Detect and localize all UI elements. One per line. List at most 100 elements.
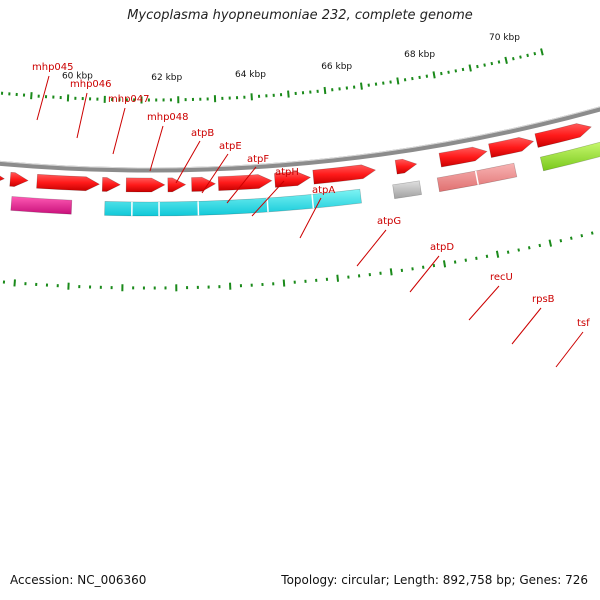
inner-scale-tick: [476, 64, 479, 69]
inner-scale-tick: [454, 69, 458, 73]
inner-scale-tick: [440, 71, 443, 76]
outer-scale-tick: [336, 274, 340, 282]
gene-arrow: [488, 137, 535, 158]
accession-text: Accession: NC_006360: [10, 573, 147, 587]
gene-leader-line: [201, 153, 229, 194]
kbp-label: 64 kbp: [235, 70, 266, 80]
gene-arrow: [394, 158, 418, 175]
inner-scale-tick: [526, 53, 529, 58]
gene-leader-line: [175, 140, 201, 184]
summary-text: Topology: circular; Length: 892,758 bp; …: [281, 573, 588, 587]
gene-arrow: [438, 146, 488, 168]
gene-label: recU: [490, 272, 513, 283]
inner-scale-tick: [461, 67, 465, 72]
inner-scale-tick: [287, 90, 290, 98]
inner-scale-tick: [512, 57, 515, 61]
inner-scale-tick: [490, 61, 494, 66]
feature-layer: [0, 123, 600, 217]
gene-leader-line: [511, 307, 542, 345]
inner-scale-tick: [425, 74, 429, 78]
gene-leader-line: [555, 331, 584, 368]
gene-arrow: [217, 174, 273, 191]
gene-leader-line: [409, 255, 440, 293]
inner-scale-tick: [30, 92, 33, 100]
outer-scale-tick: [464, 258, 468, 262]
gene-leader-line: [76, 92, 88, 139]
gene-label: mhp045: [32, 62, 74, 73]
kbp-label: 62 kbp: [151, 73, 182, 83]
gene-leader-line: [251, 180, 285, 217]
gene-magenta: [10, 196, 73, 215]
gene-cyan: [104, 188, 362, 217]
outer-scale-tick: [485, 254, 489, 258]
kbp-label: 70 kbp: [489, 33, 520, 43]
gene-label: tsf: [577, 318, 590, 329]
gene-arrow: [125, 177, 166, 193]
gene-label: atpH: [275, 167, 299, 178]
outer-scale-tick: [590, 231, 594, 235]
gene-label: mhp047: [108, 94, 150, 105]
inner-scale-tick: [519, 55, 522, 59]
inner-scale-tick: [396, 77, 400, 85]
gene-label: rpsB: [532, 294, 555, 305]
inner-scale-tick: [483, 63, 486, 67]
operon-divider: [266, 197, 269, 213]
outer-scale-tick: [442, 260, 447, 268]
backbone-highlight: [0, 106, 600, 169]
map-title: Mycoplasma hyopneumoniae 232, complete g…: [127, 8, 473, 23]
gene-arrow: [0, 175, 6, 181]
gene-leader-line: [356, 229, 387, 267]
inner-scale-tick: [540, 48, 544, 56]
gene-arrow: [101, 177, 121, 192]
gene-leader-line: [226, 166, 257, 204]
backbone-layer: [0, 106, 600, 173]
inner-scale-tick: [432, 71, 436, 79]
outer-scale-tick: [282, 279, 286, 287]
inner-scale-tick: [360, 82, 363, 90]
gene-label: atpE: [219, 141, 242, 152]
inner-scale-tick: [323, 86, 327, 95]
gene-leader-line: [149, 125, 164, 172]
kbp-label: 66 kbp: [321, 62, 352, 72]
gene-gray: [392, 180, 422, 200]
gene-arrow: [9, 171, 29, 187]
outer-scale-tick: [569, 236, 573, 240]
inner-scale-tick: [504, 56, 508, 65]
outer-scale-tick: [517, 248, 520, 252]
gene-label: atpF: [247, 154, 269, 165]
backbone-arc: [0, 106, 600, 173]
gene-label: atpD: [430, 242, 454, 253]
gene-arrow: [534, 123, 592, 148]
outer-scale-tick: [506, 250, 510, 254]
inner-scale-tick: [468, 64, 472, 72]
outer-scale-tick: [475, 256, 478, 260]
gene-arrow: [167, 177, 187, 193]
inner-scale-tick: [497, 60, 501, 64]
gene-label: mhp046: [70, 79, 112, 90]
gene-lime: [539, 141, 600, 172]
inner-scale-tick: [447, 70, 450, 74]
gene-arrow: [312, 164, 377, 185]
outer-scale-tick: [13, 279, 16, 287]
operon-divider: [311, 194, 315, 209]
operon-divider: [474, 170, 480, 185]
gene-label: atpA: [312, 185, 335, 196]
label-layer: 60 kbp 62 kbp 64 kbp 66 kbp 68 kbp 70 kbp mhp0…: [32, 33, 590, 368]
outer-scale-tick: [559, 239, 563, 243]
outer-scale-tick: [389, 268, 393, 276]
gene-label: mhp048: [147, 112, 189, 123]
gene-leader-line: [36, 75, 50, 121]
gene-leader-line: [299, 197, 322, 239]
outer-scale-tick: [453, 260, 457, 264]
gene-label: atpB: [191, 128, 214, 139]
kbp-label: 68 kbp: [404, 50, 435, 60]
outer-scale-tick: [548, 239, 553, 247]
inner-scale-tick: [533, 51, 537, 56]
outer-scale-tick: [580, 233, 584, 238]
kbp-label: 60 kbp: [62, 71, 93, 81]
tick-layer: [0, 48, 594, 292]
gene-arrow: [191, 176, 217, 192]
gene-leader-line: [112, 107, 126, 155]
gene-arrow: [36, 173, 101, 192]
